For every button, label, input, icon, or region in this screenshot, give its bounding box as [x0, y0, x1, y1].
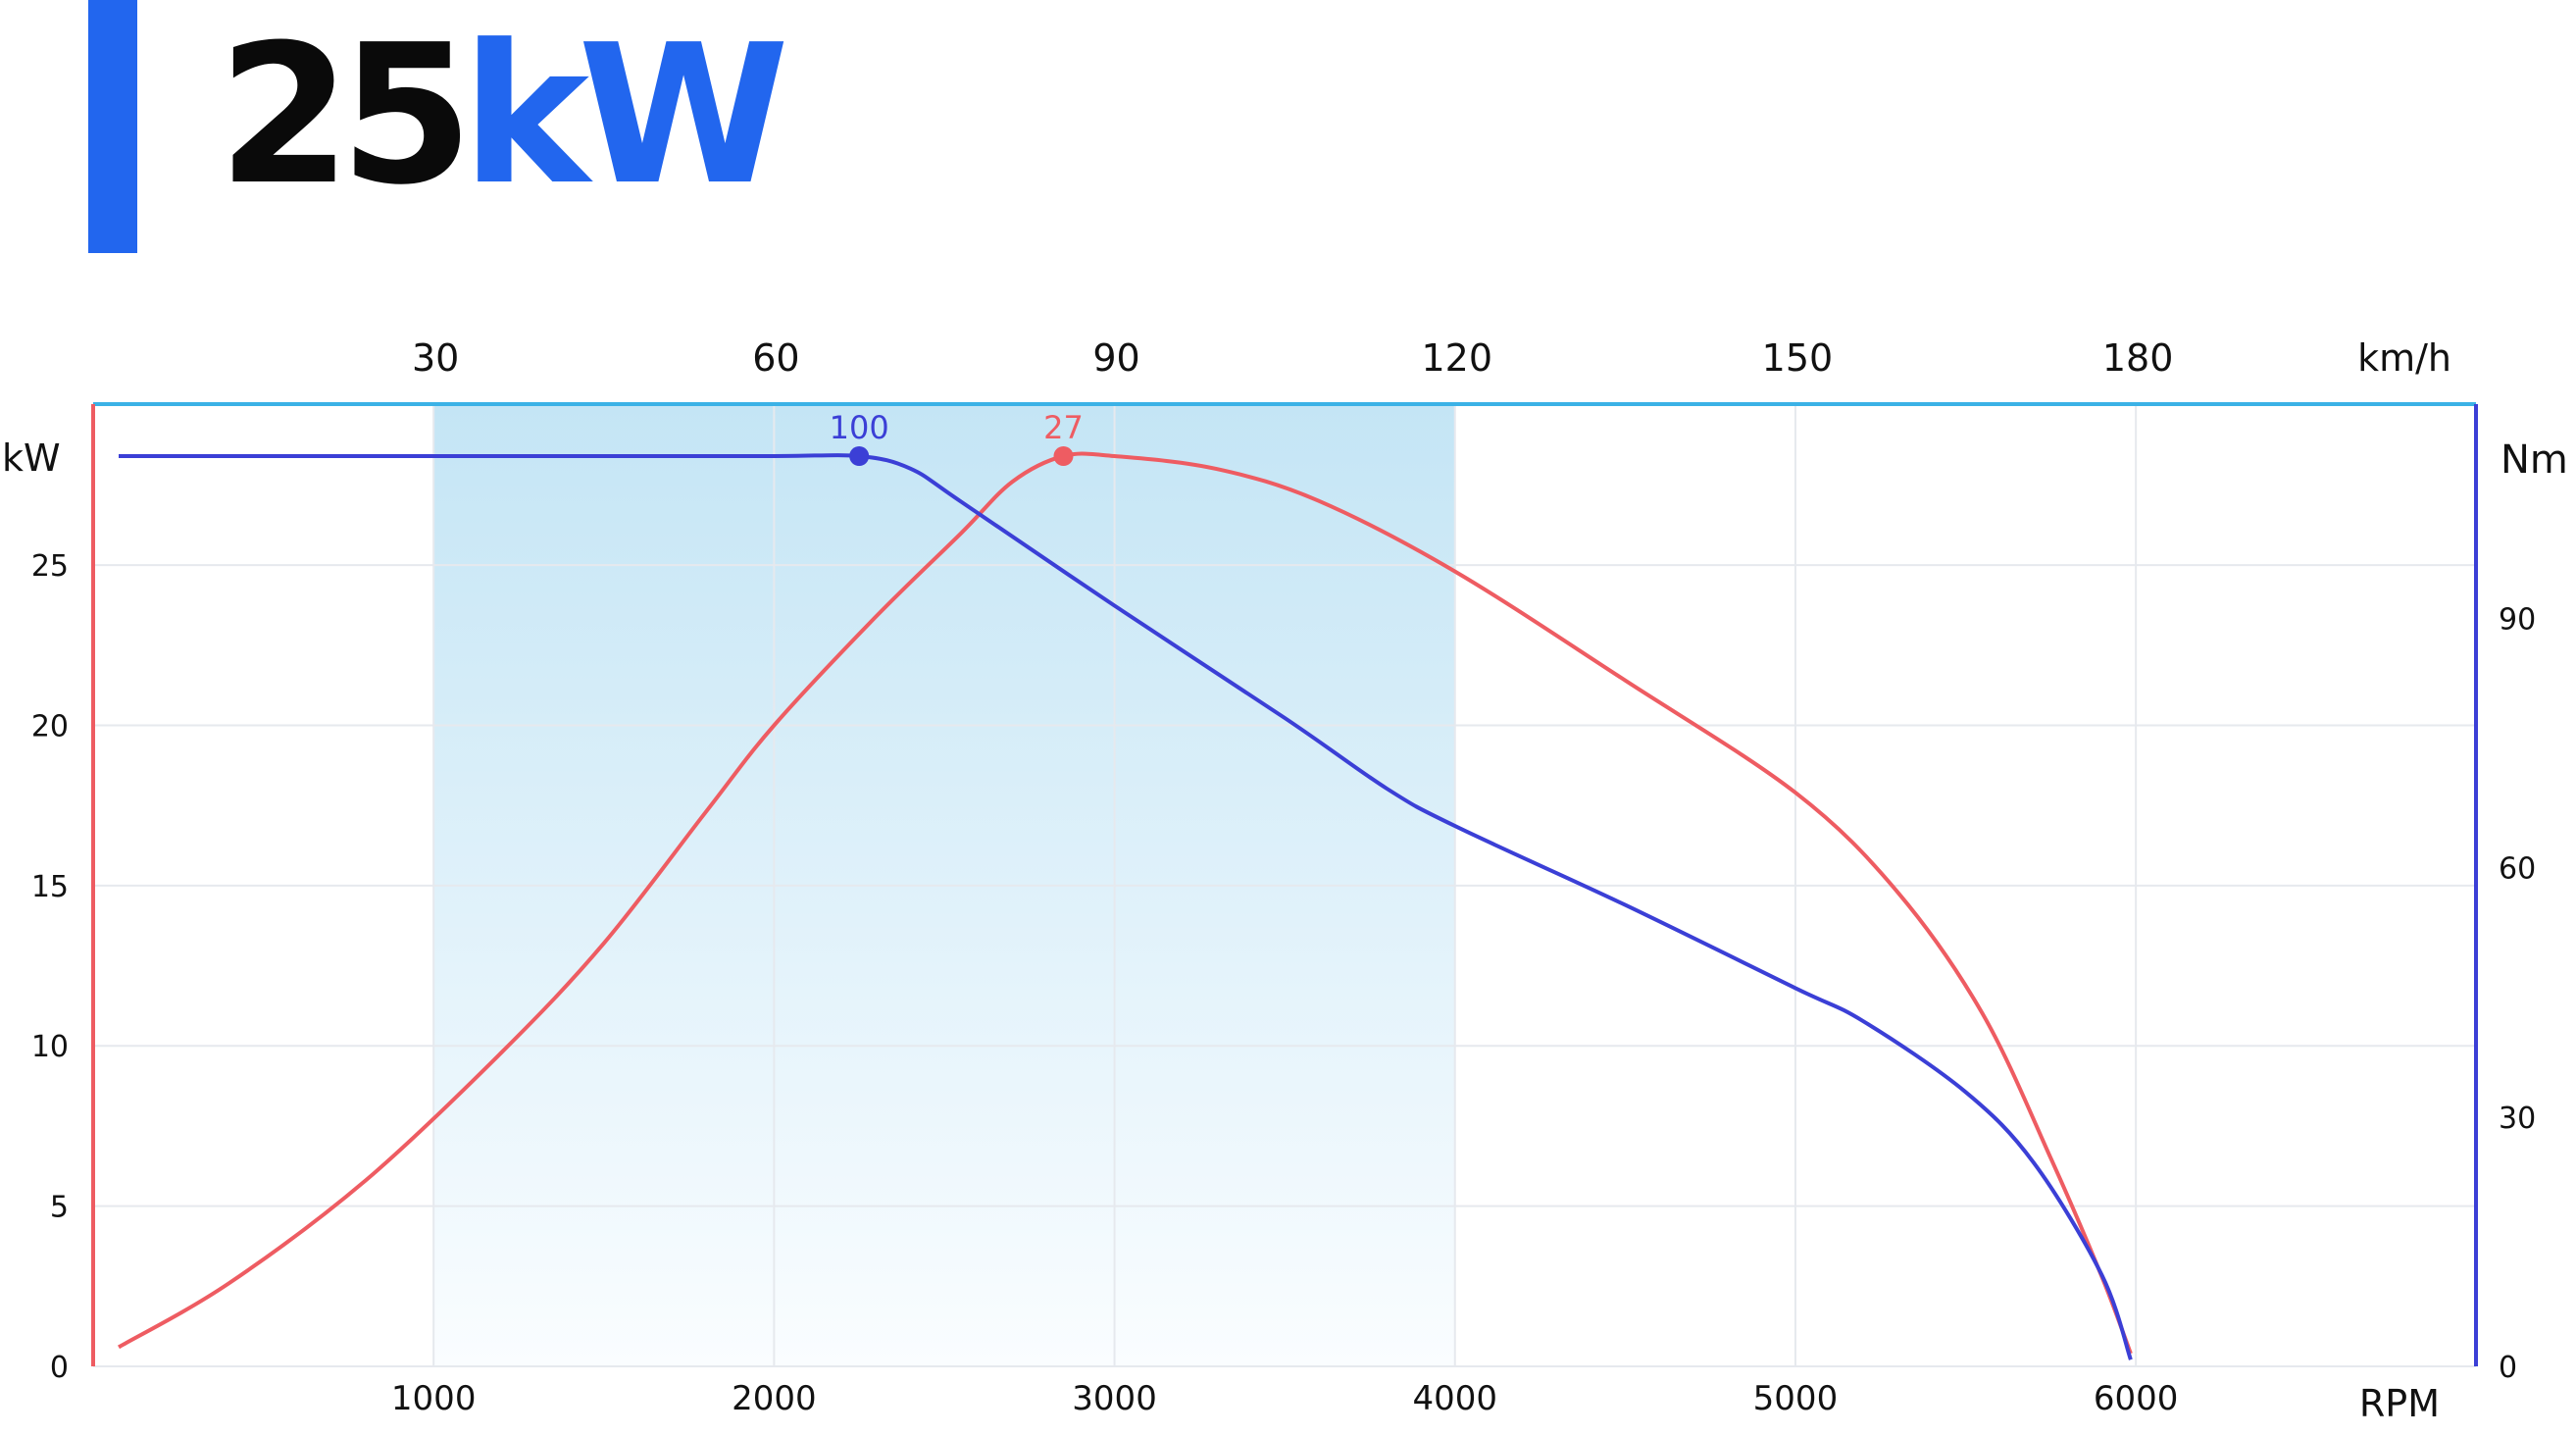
- title-accent-bar: [88, 0, 137, 253]
- x-tick-label: 4000: [1412, 1379, 1497, 1418]
- left-tick-label: 15: [31, 870, 69, 904]
- right-tick-label: 90: [2499, 602, 2536, 637]
- left-tick-label: 5: [50, 1191, 69, 1225]
- torque-peak-marker: [849, 446, 870, 466]
- grid-lines: [93, 404, 2476, 1367]
- power-value: 25: [218, 4, 474, 228]
- right-tick-label: 30: [2499, 1102, 2536, 1136]
- power-curve: [117, 451, 2133, 1355]
- left-tick-label: 10: [31, 1030, 69, 1064]
- speed-tick-label: 120: [1421, 336, 1492, 380]
- right-tick-label: 60: [2499, 852, 2536, 887]
- page-title: 25kW: [218, 18, 789, 214]
- power-peak-label: 27: [1043, 409, 1084, 446]
- speed-tick-label: 90: [1092, 336, 1139, 380]
- power-peak-marker: [1053, 446, 1074, 466]
- x-tick-label: 1000: [391, 1379, 477, 1418]
- speed-tick-label: 30: [412, 336, 459, 380]
- x-tick-label: 3000: [1072, 1379, 1157, 1418]
- right-tick-label: 0: [2499, 1351, 2517, 1385]
- x-tick-label: 2000: [732, 1379, 817, 1418]
- right-axis-label: Nm: [2500, 437, 2568, 483]
- speed-tick-label: 150: [1762, 336, 1834, 380]
- torque-curve: [119, 453, 2133, 1360]
- x-tick-label: 5000: [1753, 1379, 1839, 1418]
- torque-peak-label: 100: [830, 409, 889, 446]
- x-tick-label: 6000: [2094, 1379, 2179, 1418]
- left-tick-label: 25: [31, 549, 69, 584]
- speed-axis-label: km/h: [2357, 336, 2451, 380]
- left-tick-label: 20: [31, 709, 69, 744]
- speed-tick-label: 180: [2102, 336, 2174, 380]
- left-tick-label: 0: [50, 1351, 69, 1385]
- left-axis-label: kW: [2, 436, 61, 480]
- power-unit: kW: [461, 4, 790, 228]
- speed-tick-label: 60: [752, 336, 799, 380]
- x-axis-label: RPM: [2359, 1382, 2440, 1425]
